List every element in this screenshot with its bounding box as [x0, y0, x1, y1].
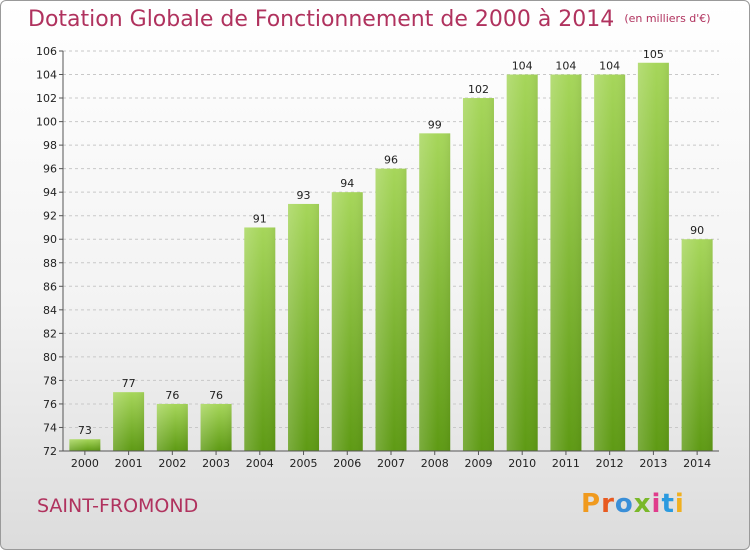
bar-value-label: 99	[428, 118, 442, 131]
chart-title-text: Dotation Globale de Fonctionnement de 20…	[28, 7, 615, 32]
y-tick-label: 86	[43, 280, 57, 293]
y-tick-label: 88	[43, 257, 57, 270]
bar-shade	[594, 74, 626, 451]
x-tick-label: 2013	[639, 457, 667, 470]
y-tick-label: 82	[43, 327, 57, 340]
bar-value-label: 76	[165, 389, 179, 402]
y-tick-label: 92	[43, 210, 57, 223]
x-tick-label: 2010	[508, 457, 536, 470]
bar-shade	[331, 192, 363, 452]
x-tick-label: 2000	[71, 457, 99, 470]
bar-value-label: 104	[599, 60, 620, 73]
bar-value-label: 104	[555, 60, 576, 73]
bar-value-label: 104	[512, 60, 533, 73]
logo-letter: r	[601, 489, 615, 519]
bar-shade	[637, 62, 669, 451]
bar-shade	[550, 74, 582, 451]
logo-letter: i	[674, 489, 685, 519]
bar-shade	[156, 403, 188, 451]
bar-value-label: 105	[643, 48, 664, 61]
y-tick-label: 74	[43, 421, 57, 434]
bar-value-label: 94	[340, 177, 354, 190]
x-tick-label: 2004	[246, 457, 274, 470]
bar-value-label: 76	[209, 389, 223, 402]
logo-letter: o	[614, 489, 634, 519]
proxiti-logo: Proxiti	[581, 489, 685, 519]
bar-value-label: 102	[468, 83, 489, 96]
y-tick-label: 98	[43, 139, 57, 152]
bar-shade	[244, 227, 276, 451]
y-tick-label: 84	[43, 304, 57, 317]
chart-subtitle: (en milliers d'€)	[624, 12, 711, 25]
bar-value-label: 77	[122, 377, 136, 390]
axes-layer: 72 74 76 78 80 82 84 86 88 90 92 94 96 98 100 102 104 106…	[36, 45, 719, 470]
bar-shade	[506, 74, 538, 451]
bar-value-label: 73	[78, 424, 92, 437]
y-tick-label: 104	[36, 69, 57, 82]
commune-name: SAINT-FROMOND	[37, 495, 199, 517]
bar-shade	[69, 439, 101, 451]
bar-shade	[681, 239, 713, 451]
y-tick-label: 90	[43, 233, 57, 246]
x-tick-label: 2012	[596, 457, 624, 470]
chart-title: Dotation Globale de Fonctionnement de 20…	[28, 7, 711, 32]
y-tick-label: 76	[43, 398, 57, 411]
x-tick-label: 2011	[552, 457, 580, 470]
y-tick-label: 102	[36, 92, 57, 105]
x-tick-label: 2008	[421, 457, 449, 470]
x-tick-label: 2003	[202, 457, 230, 470]
logo-letter: x	[633, 489, 652, 519]
y-tick-label: 106	[36, 45, 57, 58]
bar-value-label: 91	[253, 212, 267, 225]
y-tick-label: 80	[43, 351, 57, 364]
y-tick-label: 72	[43, 445, 57, 458]
y-tick-label: 100	[36, 116, 57, 129]
y-tick-label: 94	[43, 186, 57, 199]
x-tick-label: 2005	[290, 457, 318, 470]
bar-shade	[419, 133, 451, 451]
x-tick-label: 2002	[158, 457, 186, 470]
x-tick-label: 2006	[333, 457, 361, 470]
bar-shade	[462, 98, 494, 451]
bars-layer: 73 77 76 76 91 93 94 96 99 102 104 104 104 105 90	[69, 48, 713, 452]
x-tick-label: 2009	[464, 457, 492, 470]
bar-shade	[375, 168, 407, 451]
x-tick-label: 2014	[683, 457, 711, 470]
bar-value-label: 96	[384, 154, 398, 167]
y-tick-label: 96	[43, 163, 57, 176]
bar-shade	[200, 403, 232, 451]
bar-value-label: 93	[297, 189, 311, 202]
logo-letter: t	[661, 489, 675, 519]
logo-letter: P	[581, 489, 602, 519]
bar-shade	[113, 392, 145, 451]
x-tick-label: 2007	[377, 457, 405, 470]
bar-value-label: 90	[690, 224, 704, 237]
x-tick-label: 2001	[115, 457, 143, 470]
y-tick-label: 78	[43, 374, 57, 387]
logo-letter: i	[651, 489, 662, 519]
bar-shade	[288, 203, 320, 451]
